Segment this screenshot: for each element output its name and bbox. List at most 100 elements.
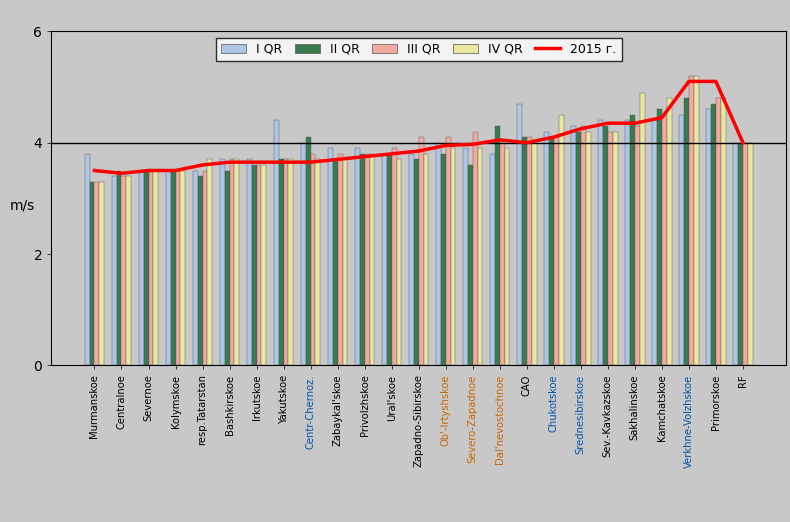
Bar (576, 132, 581, 365)
Bar (532, 143, 536, 365)
Bar (337, 154, 343, 365)
Bar (279, 159, 284, 365)
Bar (585, 132, 591, 365)
Bar (689, 76, 694, 365)
Bar (662, 115, 667, 365)
Bar (252, 165, 257, 365)
Bar (257, 165, 261, 365)
Bar (652, 121, 657, 365)
Bar (748, 143, 753, 365)
Bar (382, 154, 387, 365)
Bar (365, 154, 370, 365)
Bar (733, 143, 738, 365)
Bar (522, 137, 527, 365)
Bar (333, 159, 337, 365)
Bar (180, 171, 186, 365)
Bar (111, 176, 117, 365)
Bar (274, 121, 279, 365)
Bar (100, 182, 104, 365)
Bar (571, 126, 576, 365)
Bar (625, 121, 630, 365)
Bar (409, 154, 414, 365)
Bar (446, 137, 450, 365)
Bar (139, 171, 144, 365)
Bar (153, 171, 158, 365)
Bar (490, 154, 495, 365)
Bar (554, 137, 559, 365)
Bar (288, 159, 293, 365)
Bar (414, 159, 419, 365)
Bar (149, 171, 153, 365)
Bar (684, 98, 689, 365)
Bar (193, 171, 198, 365)
Bar (202, 171, 208, 365)
Bar (310, 154, 315, 365)
Bar (517, 104, 522, 365)
Bar (640, 92, 645, 365)
Bar (436, 143, 441, 365)
Bar (261, 165, 266, 365)
Bar (122, 176, 126, 365)
Bar (220, 159, 224, 365)
Bar (679, 115, 684, 365)
Bar (392, 148, 397, 365)
Bar (306, 137, 310, 365)
Bar (301, 143, 306, 365)
Bar (224, 171, 230, 365)
Bar (387, 154, 392, 365)
Bar (630, 115, 635, 365)
Bar (720, 98, 726, 365)
Bar (711, 104, 716, 365)
Bar (343, 159, 348, 365)
Bar (635, 126, 640, 365)
Bar (463, 148, 468, 365)
Bar (603, 126, 608, 365)
Bar (468, 165, 472, 365)
Bar (370, 154, 374, 365)
Bar (657, 109, 662, 365)
Bar (706, 109, 711, 365)
Bar (450, 148, 456, 365)
Legend: I QR, II QR, III QR, IV QR, 2015 г.: I QR, II QR, III QR, IV QR, 2015 г. (216, 38, 622, 61)
Bar (419, 137, 423, 365)
Bar (230, 159, 235, 365)
Bar (355, 148, 359, 365)
Bar (716, 98, 720, 365)
Bar (315, 159, 321, 365)
Bar (328, 148, 333, 365)
Bar (117, 171, 122, 365)
Bar (472, 132, 478, 365)
Bar (208, 159, 213, 365)
Bar (549, 137, 554, 365)
Bar (743, 143, 748, 365)
Bar (171, 171, 175, 365)
Bar (397, 159, 401, 365)
Bar (85, 154, 89, 365)
Bar (144, 171, 149, 365)
Bar (527, 137, 532, 365)
Bar (246, 159, 252, 365)
Bar (694, 76, 698, 365)
Bar (738, 143, 743, 365)
Bar (284, 159, 288, 365)
Bar (544, 132, 549, 365)
Bar (613, 132, 618, 365)
Bar (198, 176, 202, 365)
Bar (495, 126, 500, 365)
Bar (598, 121, 603, 365)
Bar (89, 182, 95, 365)
Bar (608, 132, 613, 365)
Bar (500, 143, 505, 365)
Bar (166, 171, 171, 365)
Bar (441, 154, 446, 365)
Bar (359, 154, 365, 365)
Bar (175, 171, 180, 365)
Bar (95, 182, 100, 365)
Y-axis label: m/s: m/s (9, 198, 35, 212)
Bar (581, 126, 585, 365)
Bar (478, 148, 483, 365)
Bar (505, 148, 510, 365)
Bar (235, 159, 239, 365)
Bar (667, 98, 672, 365)
Bar (423, 154, 428, 365)
